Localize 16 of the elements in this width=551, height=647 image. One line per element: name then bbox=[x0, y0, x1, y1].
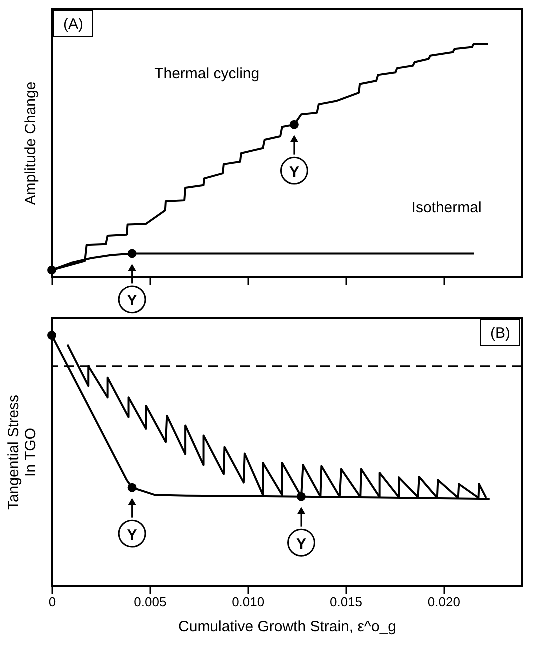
x-tick-label: 0 bbox=[48, 594, 56, 610]
annotation: Y bbox=[127, 526, 138, 544]
annotation: Y bbox=[296, 536, 306, 553]
x-axis-title: Cumulative Growth Strain, ε^o_g bbox=[178, 618, 396, 636]
text: (A) bbox=[64, 16, 84, 33]
x-tick-label: 0.015 bbox=[330, 594, 363, 610]
x-tick-label: 0.020 bbox=[428, 594, 460, 610]
x-tick-label: 0.010 bbox=[232, 594, 265, 610]
annotation: Y bbox=[289, 164, 300, 181]
y-axis-title: Amplitude Change bbox=[22, 82, 40, 206]
annotation: Y bbox=[127, 292, 138, 310]
annotation: Isothermal bbox=[412, 199, 482, 216]
y-axis-title: Tangential Stress In TGO bbox=[6, 394, 40, 510]
annotation: Thermal cycling bbox=[154, 65, 260, 82]
x-tick-label: 0.005 bbox=[134, 594, 167, 610]
annotation: (B) bbox=[490, 325, 510, 342]
